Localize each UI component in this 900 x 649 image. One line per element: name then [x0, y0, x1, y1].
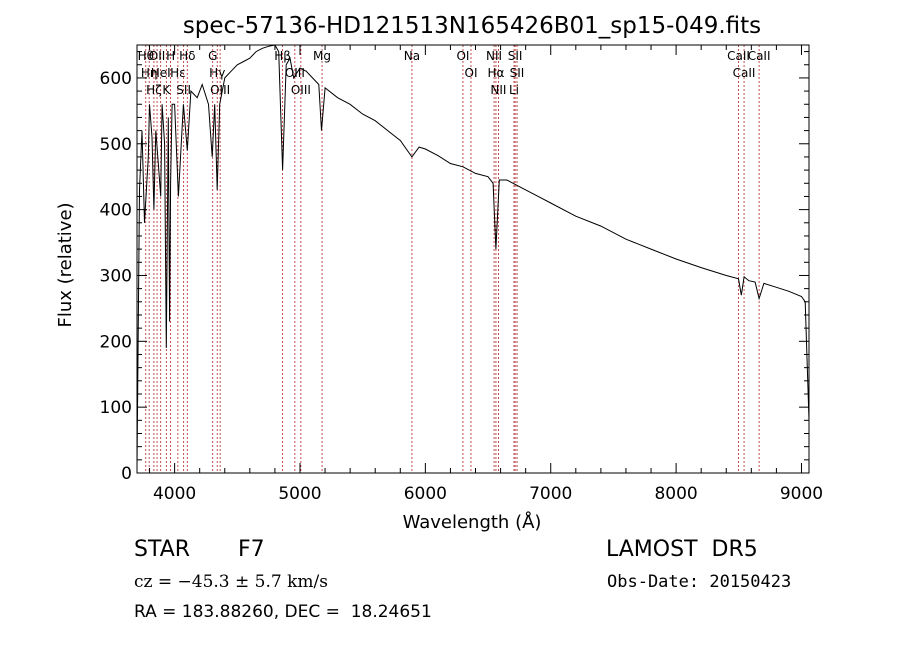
chart-title: spec-57136-HD121513N165426B01_sp15-049.f… [183, 13, 761, 39]
line-label-h-3968: H [166, 49, 175, 63]
line-label-oi-6300: OI [456, 49, 469, 63]
line-label-sii-6716: SII [508, 49, 523, 63]
line-label-caii-8662: CaII [748, 49, 771, 63]
line-label-mg-5176: Mg [313, 49, 331, 63]
line-label-oi-6364: OI [465, 66, 478, 80]
line-label-li-6707: Li [509, 83, 519, 97]
spectrum-series-line [136, 44, 810, 467]
line-label-nii-6583: NII [490, 83, 506, 97]
x-tick-label: 9000 [780, 484, 823, 504]
line-label-oiii-4363: OIII [210, 83, 230, 97]
object-subclass: F7 [238, 537, 265, 562]
line-label-hγ-4340: Hγ [209, 66, 225, 80]
line-label-g-4304: G [208, 49, 217, 63]
line-label-k-3934: K [162, 83, 171, 97]
x-axis-label: Wavelength (Å) [403, 511, 542, 533]
x-tick-label: 7000 [529, 484, 572, 504]
line-label-hε-4026: Hε [170, 66, 186, 80]
x-axis: 4000 5000 6000 7000 8000 9000 [149, 45, 823, 504]
line-label-oiii-5007: OIII [291, 83, 311, 97]
line-label-hei-3889: HeI [151, 66, 171, 80]
x-tick-label: 4000 [153, 484, 196, 504]
line-label-sii-4072: SII [176, 83, 191, 97]
line-label-nii-6548: NII [486, 49, 502, 63]
line-label-hδ-4101: Hδ [179, 49, 195, 63]
line-label-caii-8542: CaII [733, 66, 756, 80]
line-label-oiii-4959: OIII [285, 66, 305, 80]
ra-dec-coordinates: RA = 183.88260, DEC = 18.24651 [134, 602, 432, 622]
y-tick-label: 400 [100, 201, 132, 221]
y-tick-label: 200 [100, 332, 132, 352]
x-tick-label: 5000 [278, 484, 321, 504]
x-tick-label: 8000 [654, 484, 697, 504]
x-tick-label: 6000 [404, 484, 447, 504]
y-axis-label: Flux (relative) [55, 202, 76, 327]
line-label-na-5893: Na [404, 49, 420, 63]
line-label-hα-6563: Hα [487, 66, 504, 80]
y-tick-label: 100 [100, 398, 132, 418]
observation-date: Obs-Date: 20150423 [607, 572, 792, 592]
y-axis: 0 100 200 300 400 500 600 [100, 51, 809, 484]
line-label-hζ-3835: Hζ [146, 83, 162, 97]
line-label-caii-8498: CaII [727, 49, 750, 63]
y-tick-label: 300 [100, 266, 132, 286]
survey-name: LAMOST DR5 [606, 537, 758, 562]
line-label-hθ-3770: Hθ [138, 49, 154, 63]
plot-frame [136, 44, 810, 474]
line-label-oii-3860: OII [149, 49, 166, 63]
object-class: STAR [134, 537, 191, 562]
redshift-cz: cz = −45.3 ± 5.7 km/s [134, 572, 328, 592]
line-label-sii-6731: SII [510, 66, 525, 80]
y-tick-label: 0 [121, 464, 132, 484]
line-label-hη-3797: Hη [141, 66, 158, 80]
y-tick-label: 500 [100, 135, 132, 155]
y-tick-label: 600 [100, 69, 132, 89]
emission-line-markers [145, 45, 760, 473]
